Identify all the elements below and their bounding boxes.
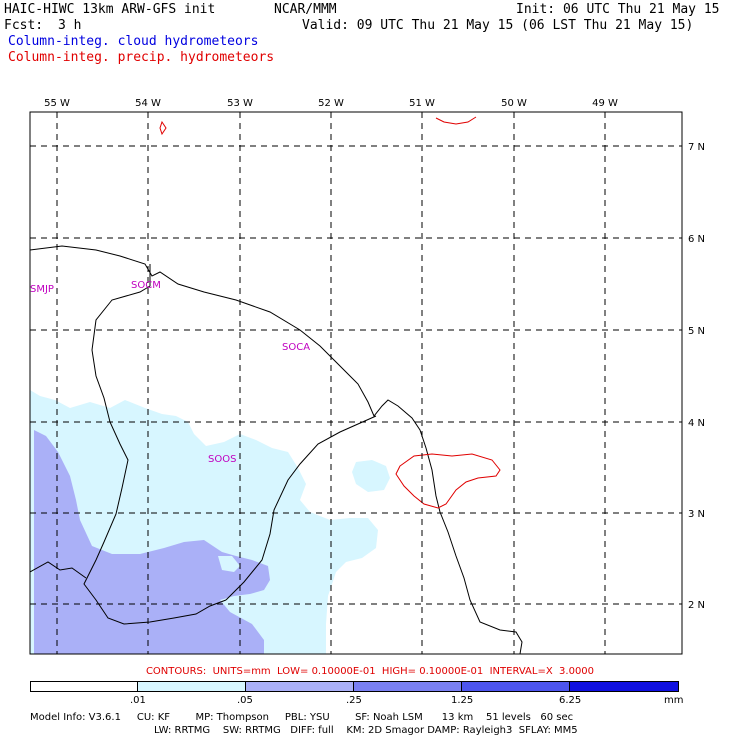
lat-label-3n: 3 N <box>688 509 705 520</box>
scale-label-125: 1.25 <box>451 695 474 706</box>
model-info-line2: LW: RRTMG SW: RRTMG DIFF: full KM: 2D Sm… <box>154 725 578 736</box>
organization: NCAR/MMM <box>274 2 337 17</box>
scale-bin-5 <box>569 681 679 692</box>
model-title: HAIC-HIWC 13km ARW-GFS init <box>4 2 216 17</box>
contours-info: CONTOURS: UNITS=mm LOW= 0.10000E-01 HIGH… <box>145 666 595 677</box>
lat-label-4n: 4 N <box>688 418 705 429</box>
valid-time: Valid: 09 UTC Thu 21 May 15 (06 LST Thu … <box>302 18 694 33</box>
lon-label-49w: 49 W <box>592 98 618 109</box>
init-time: Init: 06 UTC Thu 21 May 15 <box>516 2 720 17</box>
model-info-line1: Model Info: V3.6.1 CU: KF MP: Thompson P… <box>30 712 574 723</box>
lat-label-5n: 5 N <box>688 326 705 337</box>
border-suriname-east <box>225 415 377 601</box>
cloud-area-mid-cutout <box>218 556 240 572</box>
station-smjp: SMJP <box>30 284 54 295</box>
border-south <box>30 561 87 579</box>
lon-label-53w: 53 W <box>227 98 253 109</box>
lon-label-52w: 52 W <box>318 98 344 109</box>
scale-label-001: .01 <box>130 695 146 706</box>
lon-label-50w: 50 W <box>501 98 527 109</box>
scale-unit: mm <box>664 695 684 706</box>
scale-bin-0 <box>30 681 138 692</box>
scale-label-025: .25 <box>346 695 362 706</box>
map-frame <box>29 111 683 655</box>
cloud-area-light-island <box>352 460 390 492</box>
scale-label-625: 6.25 <box>559 695 582 706</box>
precip-contour-a <box>159 120 167 136</box>
station-soos: SOOS <box>208 454 236 465</box>
precip-contour-b <box>435 116 477 125</box>
scale-bin-3 <box>353 681 462 692</box>
lon-label-54w: 54 W <box>135 98 161 109</box>
forecast-label: Fcst: <box>4 18 44 33</box>
forecast-hour: 3 h <box>58 18 82 33</box>
lat-label-6n: 6 N <box>688 234 705 245</box>
coastline <box>30 245 523 654</box>
lon-label-51w: 51 W <box>409 98 435 109</box>
lat-label-7n: 7 N <box>688 142 705 153</box>
precip-contour-c <box>395 453 501 509</box>
border-suriname-west <box>83 264 227 625</box>
field-cloud-label: Column-integ. cloud hydrometeors <box>8 34 259 49</box>
scale-bin-4 <box>461 681 570 692</box>
scale-bin-2 <box>245 681 354 692</box>
station-socm: SOCM <box>131 280 161 291</box>
scale-label-005: .05 <box>237 695 253 706</box>
lon-label-55w: 55 W <box>44 98 70 109</box>
cloud-area-mid <box>34 430 270 654</box>
lat-label-2n: 2 N <box>688 600 705 611</box>
field-precip-label: Column-integ. precip. hydrometeors <box>8 50 275 65</box>
scale-bin-1 <box>137 681 246 692</box>
station-soca: SOCA <box>282 342 310 353</box>
